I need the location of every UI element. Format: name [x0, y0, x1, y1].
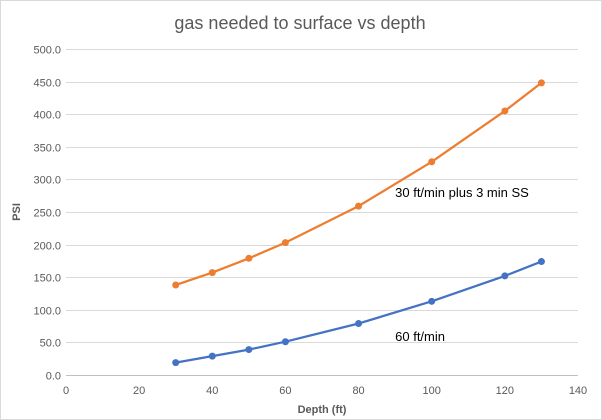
annotation-label: 60 ft/min	[395, 329, 445, 344]
data-point	[245, 346, 253, 354]
y-tick-label: 150.0	[33, 273, 61, 285]
y-tick-label: 50.0	[40, 338, 61, 350]
y-tick-label: 250.0	[33, 208, 61, 220]
series	[172, 79, 545, 367]
y-tick-label: 400.0	[33, 110, 61, 122]
y-tick-label: 300.0	[33, 175, 61, 187]
x-tick-label: 40	[206, 385, 218, 397]
data-point	[537, 79, 545, 87]
data-point	[281, 239, 289, 247]
data-point	[428, 297, 436, 305]
series-line	[174, 260, 543, 364]
x-axis-title: Depth (ft)	[298, 404, 347, 416]
chart-title: gas needed to surface vs depth	[174, 13, 425, 33]
data-point	[172, 359, 180, 367]
x-tick-label: 0	[63, 385, 69, 397]
data-point	[355, 202, 363, 210]
y-tick-label: 500.0	[33, 45, 61, 57]
data-point	[537, 258, 545, 266]
data-point	[501, 272, 509, 280]
annotations: 30 ft/min plus 3 min SS 60 ft/min	[395, 185, 529, 344]
x-tick-label: 60	[279, 385, 291, 397]
y-tick-label: 0.0	[46, 371, 61, 383]
y-tick-labels: 0.0 50.0 100.0 150.0 200.0 250.0 300.0 350.0 400…	[33, 45, 61, 383]
annotation-label: 30 ft/min plus 3 min SS	[395, 185, 529, 200]
series-1	[172, 79, 545, 289]
data-point	[281, 338, 289, 346]
y-tick-label: 200.0	[33, 241, 61, 253]
x-tick-label: 20	[133, 385, 145, 397]
x-tick-labels: 0 20 40 60 80 100 120 140	[63, 385, 587, 397]
data-point	[245, 254, 253, 262]
x-tick-label: 120	[496, 385, 514, 397]
x-tick-label: 100	[423, 385, 441, 397]
series-line	[174, 81, 543, 287]
data-point	[355, 319, 363, 327]
data-point	[501, 107, 509, 115]
y-tick-label: 450.0	[33, 78, 61, 90]
series-0	[172, 258, 545, 367]
data-point	[428, 158, 436, 166]
x-tick-label: 80	[352, 385, 364, 397]
data-point	[208, 269, 216, 277]
y-tick-label: 350.0	[33, 143, 61, 155]
y-tick-label: 100.0	[33, 306, 61, 318]
data-point	[208, 352, 216, 360]
x-tick-label: 140	[569, 385, 587, 397]
gridlines	[66, 49, 578, 343]
y-axis-title: PSI	[11, 203, 23, 221]
data-point	[172, 281, 180, 289]
